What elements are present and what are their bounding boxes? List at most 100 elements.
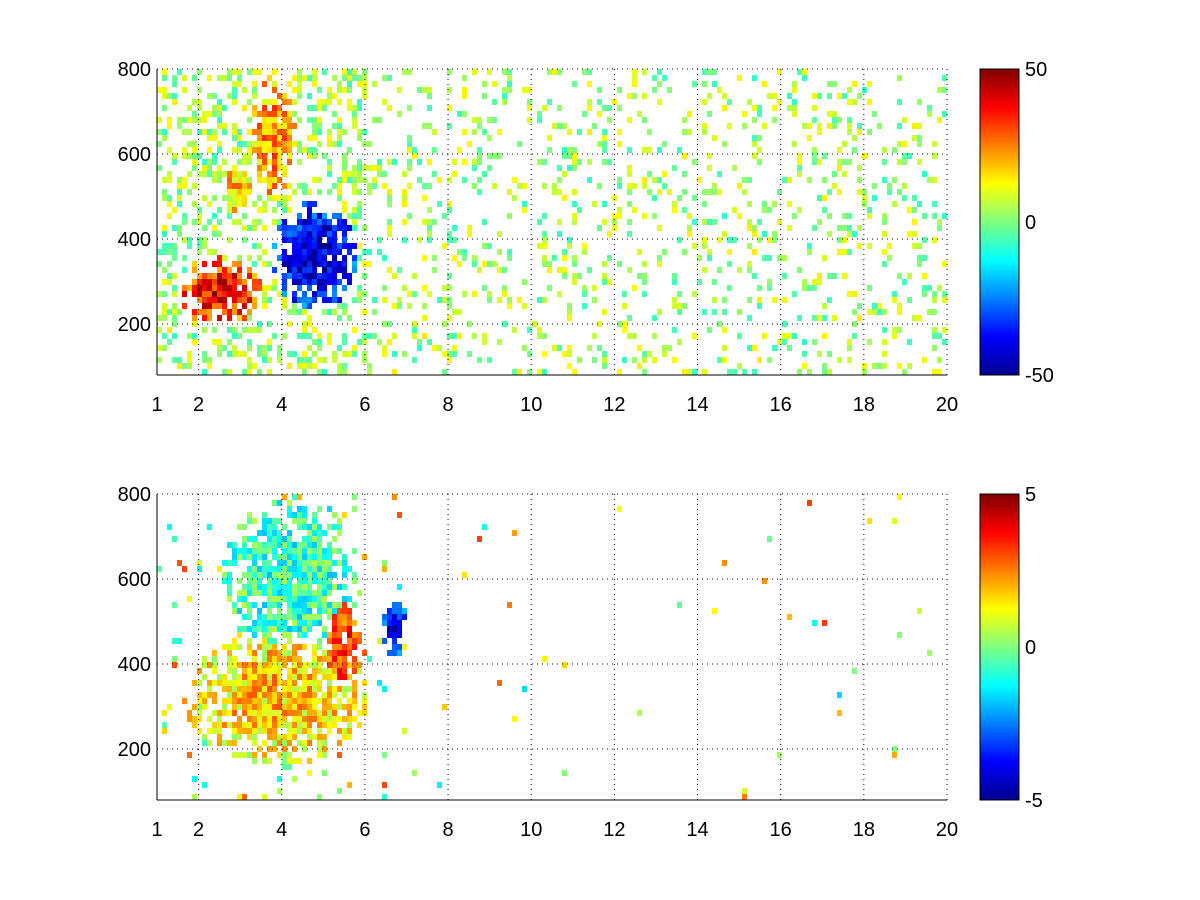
heatmap-cell [332,111,337,117]
heatmap-cell [202,309,207,315]
heatmap-cell [262,632,267,638]
heatmap-cell [342,267,347,273]
heatmap-cell [812,620,817,626]
heatmap-cell [312,572,317,578]
heatmap-cell [562,662,567,668]
heatmap-cell [867,243,872,249]
heatmap-cell [332,644,337,650]
heatmap-cell [332,632,337,638]
heatmap-cell [932,141,937,147]
heatmap-cell [297,159,302,165]
heatmap-cell [537,117,542,123]
heatmap-cell [302,704,307,710]
heatmap-cell [282,662,287,668]
heatmap-cell [292,297,297,303]
heatmap-cell [702,69,707,75]
heatmap-cell [282,255,287,261]
heatmap-cell [317,644,322,650]
heatmap-cell [787,93,792,99]
heatmap-cell [912,195,917,201]
heatmap-cell [672,273,677,279]
heatmap-cell [597,225,602,231]
heatmap-cell [237,255,242,261]
heatmap-cell [802,75,807,81]
heatmap-cell [727,369,732,375]
heatmap-cell [447,105,452,111]
heatmap-cell [357,135,362,141]
heatmap-cell [317,333,322,339]
heatmap-cell [712,69,717,75]
heatmap-cell [422,87,427,93]
heatmap-cell [292,728,297,734]
heatmap-cell [212,656,217,662]
heatmap-cell [232,147,237,153]
heatmap-cell [632,207,637,213]
heatmap-cell [227,578,232,584]
x-tick-label: 14 [686,819,708,841]
heatmap-cell [262,710,267,716]
heatmap-cell [547,285,552,291]
heatmap-cell [292,99,297,105]
heatmap-cell [232,333,237,339]
heatmap-cell [337,225,342,231]
heatmap-cell [292,650,297,656]
heatmap-cell [542,255,547,261]
heatmap-cell [277,105,282,111]
x-tick-label: 10 [520,394,542,416]
heatmap-cell [252,656,257,662]
heatmap-cell [262,153,267,159]
heatmap-cell [387,225,392,231]
heatmap-cell [272,614,277,620]
heatmap-cell [232,123,237,129]
heatmap-cell [257,674,262,680]
heatmap-cell [587,177,592,183]
heatmap-cell [327,243,332,249]
heatmap-cell [267,572,272,578]
heatmap-cell [222,123,227,129]
heatmap-cell [387,626,392,632]
heatmap-cell [472,183,477,189]
heatmap-cell [237,189,242,195]
heatmap-cell [282,285,287,291]
heatmap-cell [927,309,932,315]
heatmap-cell [332,626,337,632]
heatmap-cell [232,542,237,548]
heatmap-cell [217,345,222,351]
heatmap-cell [457,147,462,153]
heatmap-cell [567,303,572,309]
heatmap-cell [702,81,707,87]
heatmap-cell [667,345,672,351]
heatmap-cell [217,99,222,105]
heatmap-cell [382,285,387,291]
heatmap-cell [372,309,377,315]
heatmap-cell [217,315,222,321]
heatmap-cell [932,369,937,375]
heatmap-cell [182,363,187,369]
heatmap-cell [307,722,312,728]
heatmap-cell [277,626,282,632]
heatmap-cell [462,572,467,578]
heatmap-cell [252,716,257,722]
heatmap-cell [357,129,362,135]
heatmap-cell [352,327,357,333]
heatmap-cell [322,602,327,608]
heatmap-cell [652,75,657,81]
heatmap-cell [222,171,227,177]
heatmap-cell [507,213,512,219]
heatmap-cell [512,530,517,536]
heatmap-cell [227,692,232,698]
heatmap-cell [157,345,162,351]
heatmap-cell [322,219,327,225]
heatmap-cell [572,219,577,225]
heatmap-cell [292,680,297,686]
heatmap-cell [197,171,202,177]
heatmap-cell [287,608,292,614]
heatmap-cell [682,129,687,135]
heatmap-cell [557,177,562,183]
heatmap-cell [387,189,392,195]
heatmap-cell [252,518,257,524]
heatmap-cell [617,213,622,219]
heatmap-cell [292,141,297,147]
heatmap-cell [232,189,237,195]
heatmap-cell [297,608,302,614]
